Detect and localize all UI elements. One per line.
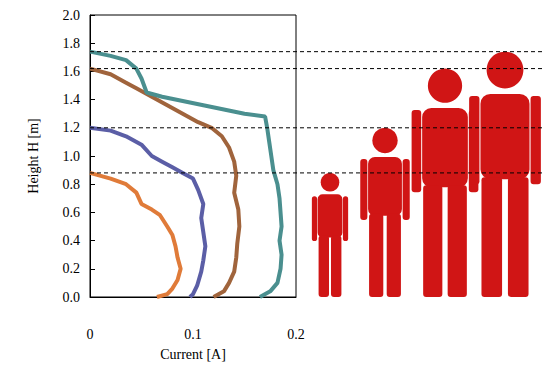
svg-text:0.6: 0.6: [63, 205, 81, 220]
svg-text:0.4: 0.4: [63, 233, 81, 248]
svg-text:0.0: 0.0: [63, 290, 81, 305]
svg-text:0.1: 0.1: [184, 327, 202, 342]
svg-text:0: 0: [87, 327, 94, 342]
svg-text:0.2: 0.2: [287, 327, 305, 342]
svg-text:0.8: 0.8: [63, 177, 81, 192]
svg-text:1.8: 1.8: [63, 36, 81, 51]
svg-text:1.4: 1.4: [63, 92, 81, 107]
svg-text:Current [A]: Current [A]: [160, 347, 226, 362]
svg-text:1.2: 1.2: [63, 120, 81, 135]
svg-text:0.2: 0.2: [63, 261, 81, 276]
svg-text:1.0: 1.0: [63, 149, 81, 164]
svg-text:Height H [m]: Height H [m]: [26, 118, 41, 193]
svg-text:1.6: 1.6: [63, 64, 81, 79]
svg-text:2.0: 2.0: [63, 8, 81, 23]
